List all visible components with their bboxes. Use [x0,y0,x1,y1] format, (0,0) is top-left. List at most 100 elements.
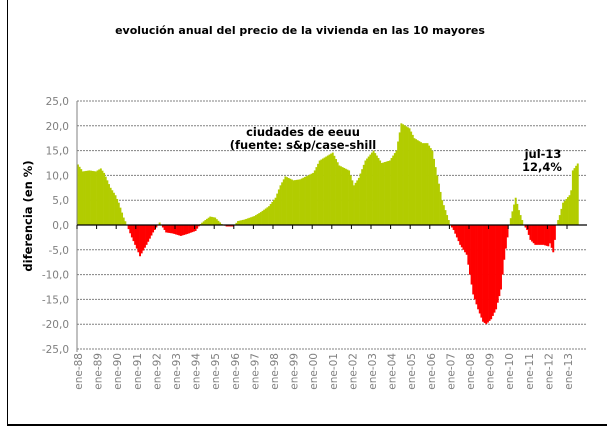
data-bar [165,225,168,233]
data-bar [377,158,380,225]
data-bar [416,140,419,225]
data-bar [294,180,297,225]
data-bar [519,215,522,225]
data-bar [103,172,106,225]
data-bar [170,225,173,234]
data-bar [139,225,141,257]
data-bar [478,225,481,314]
data-bar [217,220,220,225]
data-bar [188,225,190,234]
data-bar [269,204,272,225]
data-bar [535,225,538,245]
data-bar [431,150,434,225]
data-bar [297,179,300,225]
data-bar [380,163,383,225]
data-bar [349,175,352,225]
data-bar [437,183,440,225]
data-bar [403,125,406,225]
data-bar [127,225,130,230]
data-bar [562,202,565,225]
data-bar [279,185,282,225]
data-bar [371,152,373,225]
x-tick-label: ene-02 [347,353,359,390]
data-bar [129,225,132,234]
data-bar [400,123,403,225]
data-bar [542,225,545,245]
data-bar [372,150,375,225]
data-bar [482,225,484,322]
data-bar [467,225,470,265]
data-bar [369,154,372,225]
data-bar [116,198,119,225]
data-bar [230,225,233,227]
data-bar [88,170,91,225]
data-bar [325,156,328,225]
data-bar [571,170,574,225]
data-bar [263,209,266,225]
x-tick-label: ene-03 [367,353,379,390]
data-bar [454,225,457,234]
data-bar [491,225,494,316]
x-tick-label: ene-96 [230,353,242,390]
data-bar [518,210,520,225]
data-bar [410,131,413,225]
data-bar [486,225,489,323]
data-bar [330,153,333,225]
y-tick-label: -25,0 [42,344,69,356]
data-bar [503,225,506,260]
data-bar [202,221,205,225]
data-bar [112,192,115,225]
data-bar [459,225,462,245]
data-bar [206,218,208,225]
data-bar [442,205,445,225]
data-bar [142,225,145,251]
data-bar [132,225,135,242]
data-bar [356,180,359,225]
data-bar [472,225,475,295]
data-bar [256,214,259,225]
data-bar [493,225,496,313]
data-bar [274,197,277,225]
data-bar [540,225,543,245]
data-bar [130,225,133,238]
data-bar [204,220,207,225]
data-bar [232,225,235,227]
data-bar [545,225,548,246]
data-bar [86,170,89,225]
data-bar [397,141,400,225]
data-bar [273,199,275,225]
data-bar [509,218,512,225]
data-bar [576,163,579,225]
data-bar [289,178,292,225]
y-tick-label: -5,0 [49,245,70,257]
data-bar [433,158,435,225]
data-bar [302,177,305,225]
data-bar [219,222,222,225]
data-bar [426,143,429,225]
data-bar [521,220,524,225]
source-annotation-line2: (fuente: s&p/case-shill [230,138,377,152]
data-bar [483,225,486,323]
data-bar [171,225,174,234]
data-bar [570,190,573,225]
data-bar [366,158,369,225]
data-bar [346,169,349,225]
data-bar [402,124,404,225]
data-bar [292,180,295,225]
data-bar [179,225,182,236]
x-tick-label: ene-00 [308,353,320,390]
data-bar [313,170,316,225]
data-bar [469,225,471,275]
y-tick-label: 20,0 [46,121,69,133]
data-bar [155,225,158,228]
data-bar [338,165,341,225]
data-bar [465,225,468,255]
data-bar [552,225,555,253]
data-bar [143,225,146,248]
data-bar [455,225,458,238]
data-bar [225,225,228,227]
data-bar [549,225,551,244]
data-bar [163,225,166,230]
data-bar [266,207,269,225]
